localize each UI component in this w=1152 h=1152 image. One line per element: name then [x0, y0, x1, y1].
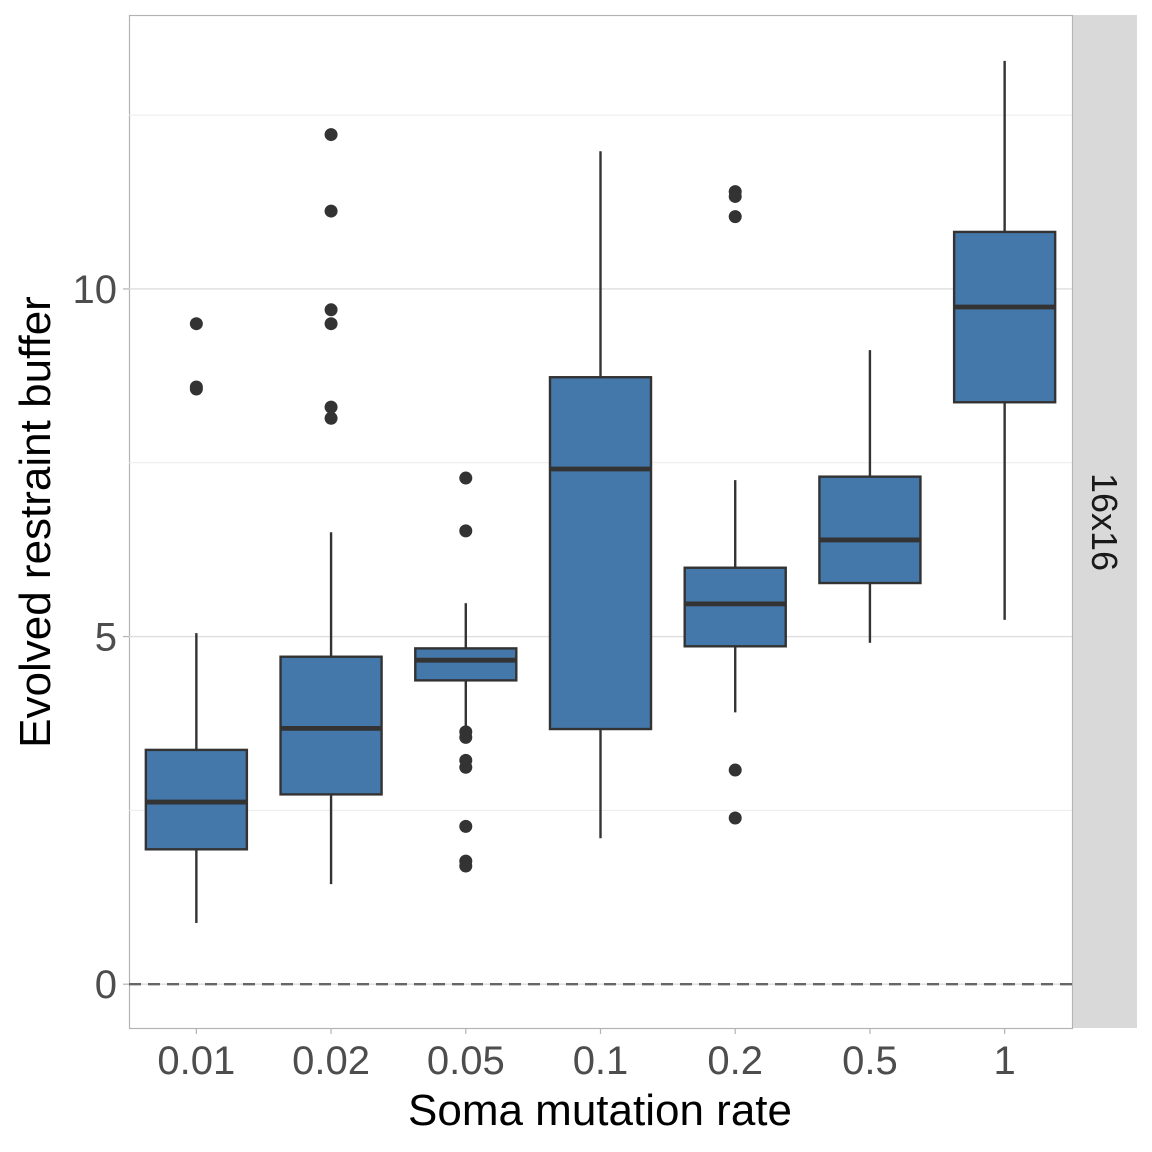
outlier-point	[324, 303, 338, 317]
y-tick-label: 0	[95, 963, 117, 1007]
facet-strip	[1073, 15, 1137, 1028]
iqr-box	[548, 376, 653, 731]
outlier-point	[459, 859, 473, 873]
outlier-point	[189, 382, 203, 396]
iqr-box	[279, 655, 383, 796]
x-tick-label: 0.05	[427, 1039, 505, 1083]
boxes	[144, 60, 1057, 924]
box-0.05	[414, 471, 518, 873]
facet-strip-label: 16x16	[1084, 473, 1125, 571]
outlier-point	[324, 400, 338, 414]
iqr-box	[414, 647, 518, 682]
box-0.2	[683, 185, 787, 825]
iqr-box	[952, 230, 1057, 404]
outlier-point	[324, 204, 338, 218]
x-axis-title: Soma mutation rate	[408, 1086, 792, 1135]
x-tick-label: 0.01	[157, 1039, 235, 1083]
outlier-point	[459, 471, 473, 485]
outlier-point	[459, 524, 473, 538]
y-axis-title: Evolved restraint buffer	[11, 296, 60, 748]
y-tick-label: 10	[73, 268, 118, 312]
box-0.5	[818, 350, 922, 643]
x-tick-label: 0.1	[573, 1039, 629, 1083]
box-0.1	[548, 151, 653, 839]
box-0.02	[279, 128, 383, 885]
outlier-point	[324, 411, 338, 425]
outlier-point	[324, 128, 338, 142]
iqr-box	[144, 748, 249, 851]
outlier-point	[459, 730, 473, 744]
outlier-point	[459, 819, 473, 833]
outlier-point	[459, 760, 473, 774]
y-tick-label: 5	[95, 616, 117, 660]
outlier-point	[189, 317, 203, 331]
y-axis: 0 5 10	[73, 268, 129, 1007]
outlier-point	[728, 811, 742, 825]
x-tick-label: 0.2	[707, 1039, 763, 1083]
x-tick-label: 1	[994, 1039, 1016, 1083]
x-tick-label: 0.02	[292, 1039, 370, 1083]
x-tick-label: 0.5	[842, 1039, 898, 1083]
iqr-box	[818, 475, 922, 585]
box-1	[952, 60, 1057, 620]
iqr-box	[683, 566, 787, 648]
box-0.01	[144, 317, 249, 924]
outlier-point	[324, 317, 338, 331]
outlier-point	[728, 189, 742, 203]
outlier-point	[728, 210, 742, 224]
x-axis: 0.01 0.02 0.05 0.1 0.2 0.5 1	[157, 1028, 1016, 1083]
outlier-point	[728, 763, 742, 777]
